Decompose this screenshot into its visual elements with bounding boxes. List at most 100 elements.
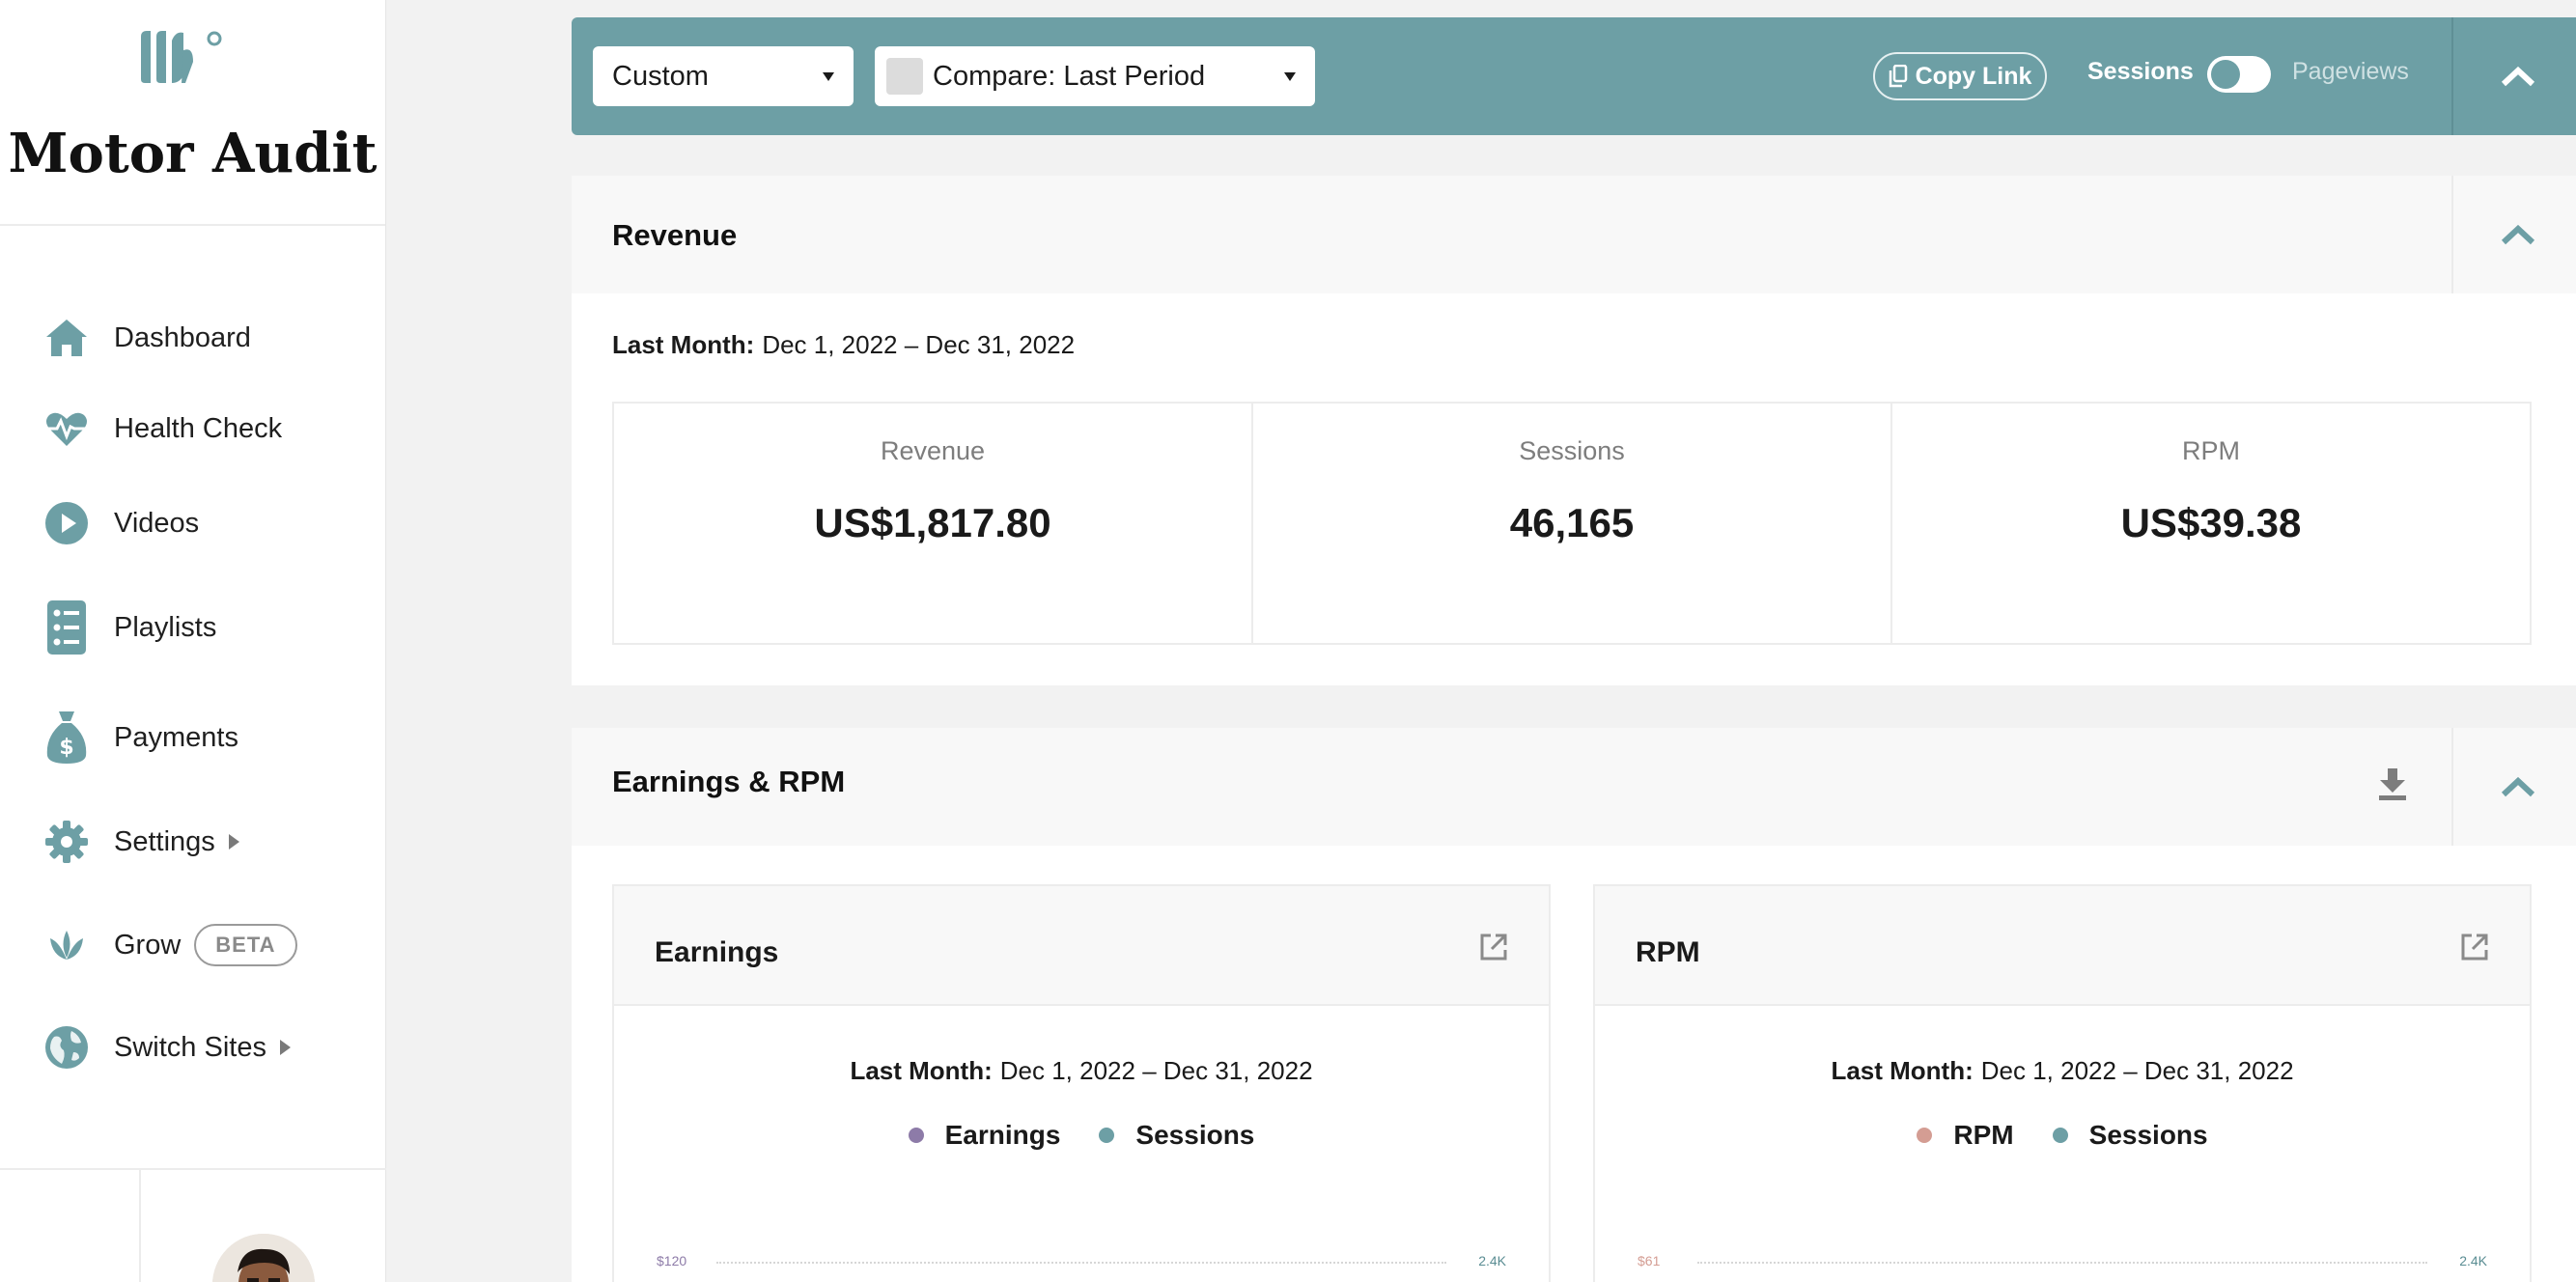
legend-item-rpm[interactable]: RPM xyxy=(1917,1120,2014,1151)
toggle-knob xyxy=(2211,60,2240,89)
gear-icon xyxy=(42,818,91,866)
filter-toolbar: Custom Compare: Last Period Copy Link Se… xyxy=(572,17,2576,135)
revenue-card: Revenue Last Month: Dec 1, 2022 – Dec 31,… xyxy=(572,176,2576,685)
earnings-chart-card: Earnings Last Month: Dec 1, 2022 – Dec 31… xyxy=(612,884,1551,1282)
legend-label: Earnings xyxy=(944,1120,1061,1150)
sidebar-item-dashboard[interactable]: Dashboard xyxy=(42,309,251,367)
earnings-chart-header: Earnings xyxy=(614,886,1549,1006)
copy-icon xyxy=(1889,65,1907,88)
sidebar-item-label: Playlists xyxy=(114,611,217,643)
header-divider xyxy=(2451,176,2453,293)
caret-right-icon xyxy=(228,834,239,850)
download-button[interactable] xyxy=(2377,766,2408,806)
toolbar-divider xyxy=(2451,17,2453,135)
earnings-chart-legend: Earnings Sessions xyxy=(614,1120,1549,1151)
date-range-value: Custom xyxy=(612,60,709,92)
y-axis-right-tick: 2.4K xyxy=(2459,1253,2487,1268)
sidebar-item-payments[interactable]: $ Payments xyxy=(42,709,238,766)
stat-rpm: RPM US$39.38 xyxy=(1892,404,2530,643)
avatar[interactable] xyxy=(212,1234,315,1282)
collapse-revenue-button[interactable] xyxy=(2460,176,2576,293)
legend-dot xyxy=(1099,1128,1115,1143)
rpm-chart-period: Last Month: Dec 1, 2022 – Dec 31, 2022 xyxy=(1595,1056,2530,1086)
sidebar-footer xyxy=(0,1168,386,1282)
legend-item-sessions[interactable]: Sessions xyxy=(2052,1120,2208,1151)
sidebar-item-label: Health Check xyxy=(114,412,283,444)
brand-header: Motor Audit xyxy=(0,0,385,226)
download-icon xyxy=(2379,768,2406,800)
y-axis-left-tick: $120 xyxy=(657,1253,687,1268)
sidebar-item-settings[interactable]: Settings xyxy=(42,813,239,871)
period-label: Last Month: xyxy=(850,1056,993,1085)
revenue-period: Last Month: Dec 1, 2022 – Dec 31, 2022 xyxy=(612,330,1075,360)
toggle-label-pageviews[interactable]: Pageviews xyxy=(2292,58,2409,85)
rpm-chart-card: RPM Last Month: Dec 1, 2022 – Dec 31, 202… xyxy=(1593,884,2532,1282)
list-icon xyxy=(42,600,91,655)
stat-value: 46,165 xyxy=(1509,500,1635,545)
compare-select[interactable]: Compare: Last Period xyxy=(875,46,1315,106)
sidebar-item-health-check[interactable]: Health Check xyxy=(42,400,282,458)
period-label: Last Month: xyxy=(1831,1056,1974,1085)
legend-item-sessions[interactable]: Sessions xyxy=(1099,1120,1254,1151)
chart-gridline xyxy=(1697,1262,2427,1264)
open-external-button[interactable] xyxy=(2460,933,2489,966)
earnings-chart-period: Last Month: Dec 1, 2022 – Dec 31, 2022 xyxy=(614,1056,1549,1086)
sidebar-item-switch-sites[interactable]: Switch Sites xyxy=(42,1018,291,1076)
earnings-rpm-card-title: Earnings & RPM xyxy=(612,765,846,798)
collapse-toolbar-button[interactable] xyxy=(2460,17,2576,135)
copy-link-button[interactable]: Copy Link xyxy=(1873,52,2047,100)
footer-divider xyxy=(139,1170,141,1282)
legend-item-earnings[interactable]: Earnings xyxy=(908,1120,1061,1151)
sidebar-item-playlists[interactable]: Playlists xyxy=(42,599,216,656)
stat-label: RPM xyxy=(2182,436,2240,465)
dropdown-caret-icon xyxy=(823,72,834,81)
period-label: Last Month: xyxy=(612,330,755,359)
legend-label: Sessions xyxy=(1135,1120,1255,1150)
header-divider xyxy=(2451,728,2453,846)
stat-value: US$39.38 xyxy=(2120,500,2302,545)
external-link-icon xyxy=(1480,934,1507,961)
collapse-earnings-rpm-button[interactable] xyxy=(2460,728,2576,846)
period-range: Dec 1, 2022 – Dec 31, 2022 xyxy=(762,330,1076,359)
legend-dot xyxy=(1917,1128,1933,1143)
y-axis-right-tick: 2.4K xyxy=(1478,1253,1506,1268)
rpm-chart-title: RPM xyxy=(1636,936,1700,968)
sidebar-item-label: Videos xyxy=(114,507,200,539)
sidebar-item-grow[interactable]: Grow BETA xyxy=(42,916,297,974)
earnings-rpm-card: Earnings & RPM Earnings Last Month: Dec 1… xyxy=(572,728,2576,1282)
legend-label: RPM xyxy=(1953,1120,2014,1150)
sidebar-item-label: Dashboard xyxy=(114,321,251,353)
compare-color-swatch xyxy=(886,58,923,95)
caret-right-icon xyxy=(279,1040,291,1055)
stat-label: Sessions xyxy=(1519,436,1625,465)
brand-name: Motor Audit xyxy=(8,122,378,185)
stat-revenue: Revenue US$1,817.80 xyxy=(614,404,1253,643)
toggle-label-sessions[interactable]: Sessions xyxy=(2087,58,2194,85)
period-range: Dec 1, 2022 – Dec 31, 2022 xyxy=(1980,1056,2294,1085)
date-range-select[interactable]: Custom xyxy=(593,46,854,106)
sidebar-item-label: Switch Sites xyxy=(114,1031,266,1063)
stat-value: US$1,817.80 xyxy=(814,500,1051,545)
heartbeat-icon xyxy=(42,404,91,453)
svg-text:$: $ xyxy=(59,736,73,760)
sidebar-item-label: Settings xyxy=(114,825,215,857)
chevron-up-icon xyxy=(2501,224,2535,245)
play-icon xyxy=(42,499,91,547)
earnings-chart-title: Earnings xyxy=(655,936,779,968)
external-link-icon xyxy=(2461,934,2488,961)
sidebar: Motor Audit Dashboard Health Check Video… xyxy=(0,0,386,1282)
period-range: Dec 1, 2022 – Dec 31, 2022 xyxy=(999,1056,1313,1085)
legend-dot xyxy=(908,1128,924,1143)
open-external-button[interactable] xyxy=(1479,933,1508,966)
legend-dot xyxy=(2052,1128,2068,1143)
sessions-pageviews-toggle[interactable] xyxy=(2207,56,2271,93)
globe-icon xyxy=(42,1023,91,1072)
copy-link-label: Copy Link xyxy=(1915,62,2032,90)
brand-logo-icon[interactable] xyxy=(137,27,224,87)
rpm-chart-header: RPM xyxy=(1595,886,2530,1006)
sidebar-item-videos[interactable]: Videos xyxy=(42,494,199,552)
home-icon xyxy=(42,314,91,362)
chevron-up-icon xyxy=(2501,66,2535,87)
rpm-chart-legend: RPM Sessions xyxy=(1595,1120,2530,1151)
revenue-card-header: Revenue xyxy=(572,176,2576,293)
